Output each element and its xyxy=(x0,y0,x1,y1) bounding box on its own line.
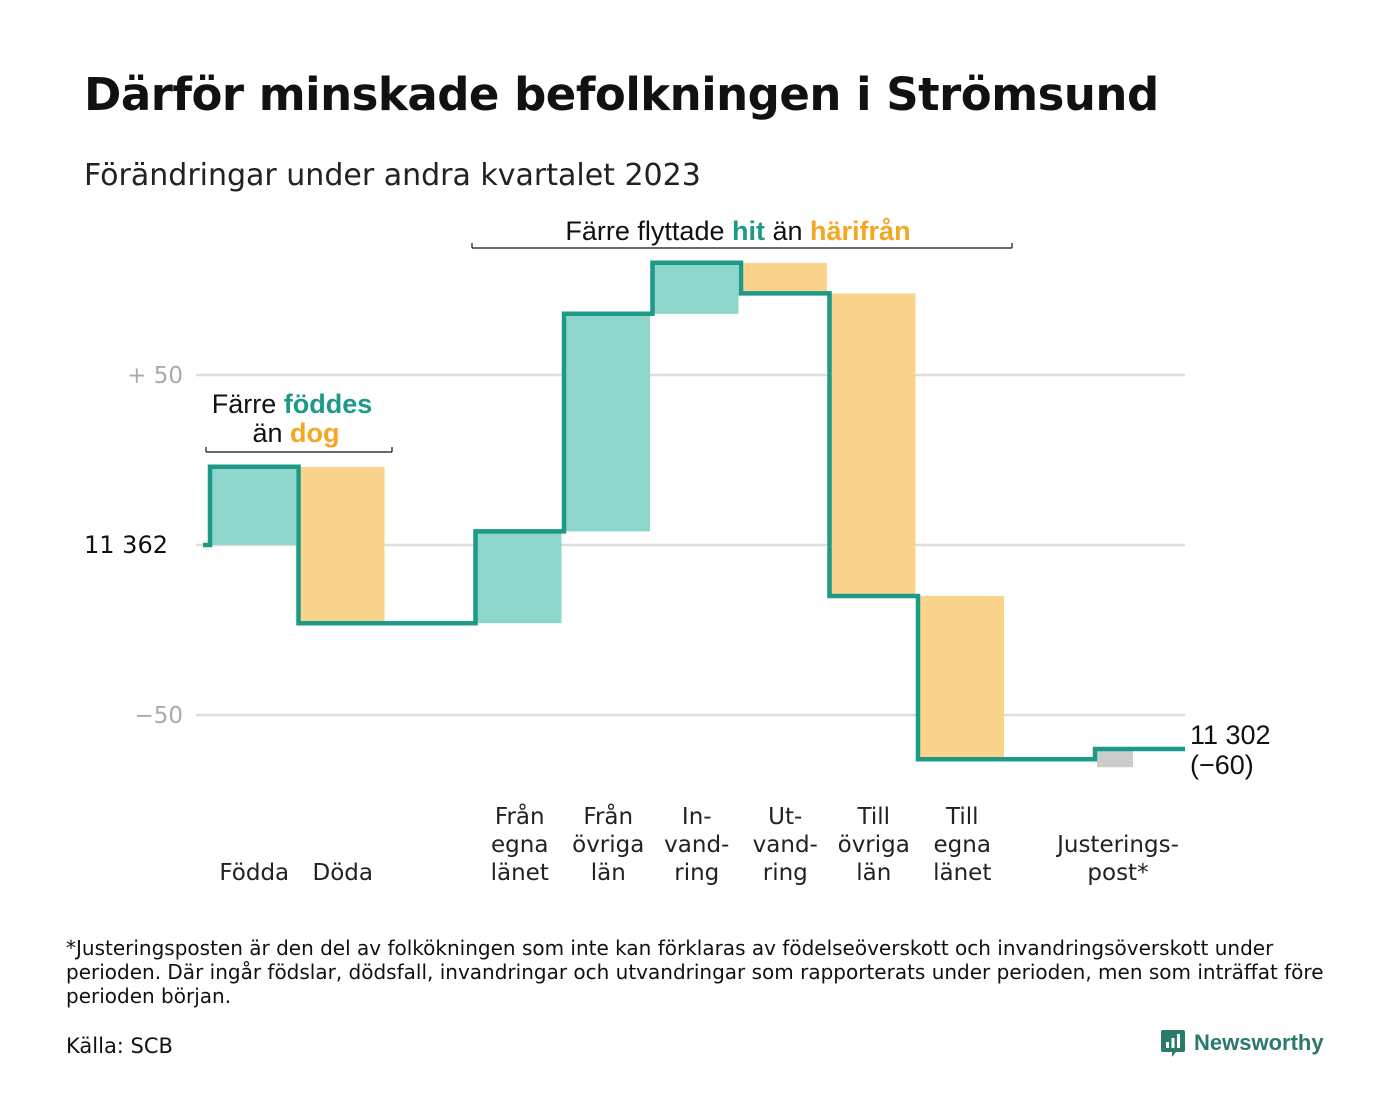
category-label: län xyxy=(856,860,891,886)
waterfall-bar xyxy=(475,531,562,624)
births-annotation: Färre föddes än dog xyxy=(205,389,393,453)
migration-annotation-text: Färre flyttade hit än härifrån xyxy=(565,216,910,246)
category-labels: Födda DödaFrånegnalänetFrånövrigalänIn-va… xyxy=(219,802,1179,886)
category-label: Justerings- xyxy=(1055,832,1179,858)
category-label: Födda xyxy=(219,860,289,886)
category-label: In- xyxy=(682,804,712,830)
category-label: vand- xyxy=(753,832,818,858)
waterfall-bar xyxy=(652,262,739,314)
category-label: länet xyxy=(933,860,991,886)
step-line xyxy=(203,260,1185,762)
waterfall-chart: + 50−50 Födda DödaFrånegnalänetFrånövriga… xyxy=(84,216,1271,886)
brand-logo: Newsworthy xyxy=(1160,1028,1324,1058)
end-value-label: 11 302 xyxy=(1190,720,1271,750)
category-label: Från xyxy=(583,802,633,830)
category-label: länet xyxy=(491,860,549,886)
waterfall-bar xyxy=(1097,749,1133,768)
chart-subtitle: Förändringar under andra kvartalet 2023 xyxy=(84,158,701,193)
category-label: Från xyxy=(495,802,545,830)
category-label: ring xyxy=(674,860,719,886)
category-label: egna xyxy=(934,832,991,858)
waterfall-bar xyxy=(564,313,650,532)
brand-name: Newsworthy xyxy=(1194,1030,1324,1055)
waterfall-bar xyxy=(829,293,916,596)
category-label: Till xyxy=(945,804,979,830)
bars xyxy=(210,262,1133,768)
migration-annotation: Färre flyttade hit än härifrån xyxy=(471,216,1013,249)
footnote: *Justeringsposten är den del av folkökni… xyxy=(66,936,1324,1008)
waterfall-bar xyxy=(298,466,385,624)
category-label: Döda xyxy=(313,860,373,886)
category-label: län xyxy=(591,860,626,886)
y-tick-label: −50 xyxy=(134,703,183,729)
chart-title: Därför minskade befolkningen i Strömsund xyxy=(84,68,1159,121)
waterfall-bar xyxy=(741,262,827,294)
newsworthy-logo-icon xyxy=(1161,1030,1185,1057)
category-label: Ut- xyxy=(768,804,802,830)
category-label: post* xyxy=(1087,860,1148,886)
source-note: Källa: SCB xyxy=(66,1034,173,1058)
waterfall-bar xyxy=(918,596,1004,760)
category-label: Till xyxy=(856,804,890,830)
category-label: vand- xyxy=(664,832,729,858)
cumulative-step-line xyxy=(203,260,1185,762)
end-change-label: (−60) xyxy=(1190,750,1254,780)
y-tick-label: + 50 xyxy=(127,363,183,389)
category-label: övriga xyxy=(572,832,644,858)
start-value-label: 11 362 xyxy=(84,531,168,559)
category-label: övriga xyxy=(838,832,910,858)
category-label: ring xyxy=(763,860,808,886)
waterfall-bar xyxy=(210,466,296,545)
category-label: egna xyxy=(491,832,548,858)
births-annotation-line1: Färre föddes xyxy=(212,389,373,419)
births-annotation-line2: än dog xyxy=(252,418,339,448)
